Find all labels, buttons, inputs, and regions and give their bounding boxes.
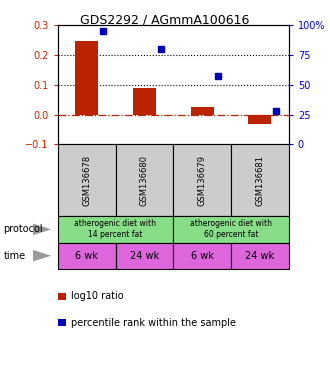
Text: GSM136678: GSM136678 [82,155,91,206]
Bar [58,243,115,269]
Polygon shape [33,250,51,262]
Text: GSM136681: GSM136681 [255,155,264,206]
Text: GSM136679: GSM136679 [198,155,207,206]
Bar [133,88,156,114]
Bar [58,144,115,216]
Bar [231,243,289,269]
Bar [115,144,173,216]
Text: atherogenic diet with
14 percent fat: atherogenic diet with 14 percent fat [75,219,156,239]
Text: 6 wk: 6 wk [75,251,98,261]
Text: protocol: protocol [3,224,43,234]
Text: log10 ratio: log10 ratio [71,291,123,301]
Bar [191,107,214,114]
Bar [248,114,271,124]
Bar [173,216,289,243]
Bar [75,41,98,114]
Polygon shape [33,223,51,235]
Text: GSM136680: GSM136680 [140,155,149,206]
Bar [173,243,231,269]
Bar [115,243,173,269]
Text: percentile rank within the sample: percentile rank within the sample [71,318,236,328]
Bar [58,216,173,243]
Text: 6 wk: 6 wk [191,251,214,261]
Text: GDS2292 / AGmmA100616: GDS2292 / AGmmA100616 [80,13,250,26]
Text: time: time [3,251,25,261]
Text: 24 wk: 24 wk [245,251,275,261]
Text: 24 wk: 24 wk [130,251,159,261]
Text: atherogenic diet with
60 percent fat: atherogenic diet with 60 percent fat [190,219,272,239]
Bar [173,144,231,216]
Bar [231,144,289,216]
